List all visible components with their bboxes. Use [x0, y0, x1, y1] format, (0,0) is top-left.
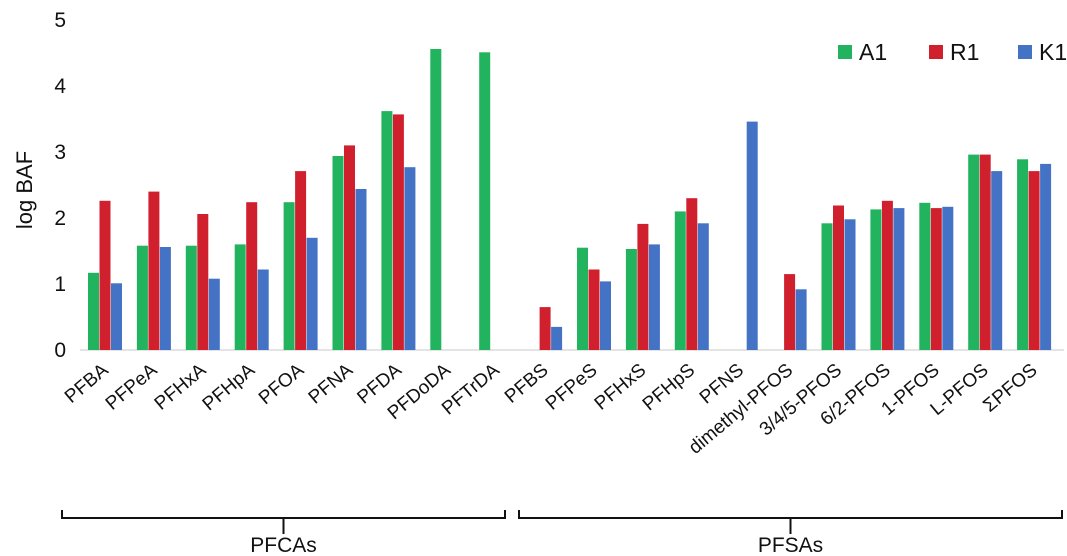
bar-a1-11: [625, 249, 637, 350]
bar-r1-5: [344, 145, 355, 350]
y-tick-label: 3: [54, 141, 66, 164]
y-tick-labels: 0 1 2 3 4 5: [54, 9, 66, 362]
bar-r1-0: [99, 200, 111, 350]
bar-k1-19: [1040, 163, 1052, 350]
bar-r1-14: [784, 274, 796, 350]
bar-k1-17: [942, 206, 954, 350]
group-label: PFSAs: [758, 534, 823, 556]
bar-k1-14: [795, 289, 807, 350]
category-label: PFPeA: [102, 360, 162, 415]
legend-label-r1: R1: [950, 39, 979, 65]
bar-a1-2: [185, 245, 197, 350]
category-labels: PFBAPFPeAPFHxAPFHpAPFOAPFNAPFDAPFDoDAPFT…: [61, 360, 1042, 459]
bar-k1-16: [893, 208, 905, 350]
bar-a1-12: [674, 211, 686, 350]
bar-r1-4: [295, 171, 307, 350]
bar-r1-17: [930, 208, 942, 350]
category-label: PFHxA: [151, 360, 211, 415]
bar-k1-12: [697, 223, 709, 350]
bar-k1-4: [306, 237, 318, 350]
y-tick-label: 0: [54, 339, 66, 362]
bar-r1-15: [833, 205, 844, 350]
y-tick-label: 5: [54, 9, 66, 32]
y-tick-label: 4: [54, 75, 66, 98]
bar-k1-15: [844, 219, 856, 350]
bar-r1-6: [392, 114, 404, 351]
group-label: PFCAs: [250, 534, 317, 556]
group-bracket: [518, 510, 1063, 519]
bar-r1-12: [686, 198, 698, 350]
y-tick-label: 1: [54, 273, 66, 296]
bar-k1-1: [159, 247, 171, 350]
bar-a1-8: [479, 52, 491, 351]
bar-a1-19: [1017, 159, 1029, 350]
bar-a1-7: [430, 49, 442, 350]
bar-k1-13: [746, 121, 758, 350]
legend-label-k1: K1: [1039, 39, 1067, 65]
bar-a1-18: [968, 154, 980, 350]
bar-r1-3: [246, 202, 258, 350]
legend-swatch-r1: [929, 45, 943, 59]
bar-r1-18: [979, 154, 991, 350]
category-label: PFNA: [305, 360, 358, 409]
bar-a1-16: [870, 209, 882, 350]
bar-r1-11: [637, 223, 649, 350]
bar-a1-3: [234, 244, 246, 350]
bar-k1-2: [208, 278, 220, 350]
legend-swatch-k1: [1018, 45, 1032, 59]
bar-k1-5: [355, 189, 367, 350]
group-brackets: PFCAs PFSAs: [61, 510, 1063, 556]
bar-r1-19: [1028, 171, 1040, 350]
bar-r1-10: [588, 269, 600, 350]
bar-a1-17: [919, 202, 931, 350]
bars: [88, 49, 1052, 351]
category-label: PFPeS: [542, 360, 602, 415]
category-label: PFOA: [255, 360, 308, 410]
bar-a1-10: [577, 247, 588, 350]
bar-a1-6: [381, 111, 393, 350]
bar-k1-0: [111, 283, 122, 350]
legend-label-a1: A1: [859, 39, 887, 65]
category-label: PFHpS: [639, 360, 699, 415]
bar-a1-0: [88, 272, 99, 350]
category-label: PFHpA: [199, 360, 260, 416]
legend-swatch-a1: [838, 45, 852, 59]
bar-a1-4: [283, 202, 295, 350]
bar-r1-9: [539, 307, 551, 350]
bar-r1-2: [197, 214, 209, 350]
bar-k1-6: [404, 167, 416, 350]
bar-k1-9: [551, 326, 563, 350]
bar-a1-1: [136, 245, 148, 350]
bar-r1-16: [881, 200, 893, 350]
y-axis-label: log BAF: [12, 151, 37, 229]
bar-k1-18: [991, 171, 1003, 350]
bar-r1-1: [148, 191, 160, 350]
y-tick-label: 2: [54, 207, 66, 230]
bar-a1-5: [332, 156, 344, 350]
bar-k1-3: [257, 269, 269, 350]
group-bracket: [61, 510, 506, 519]
category-label: PFHxS: [591, 360, 651, 415]
category-label: ΣPFOS: [979, 360, 1041, 417]
bar-k1-11: [648, 244, 660, 350]
legend: A1 R1 K1: [838, 39, 1067, 65]
bar-a1-15: [821, 223, 833, 350]
bar-k1-10: [600, 281, 611, 350]
